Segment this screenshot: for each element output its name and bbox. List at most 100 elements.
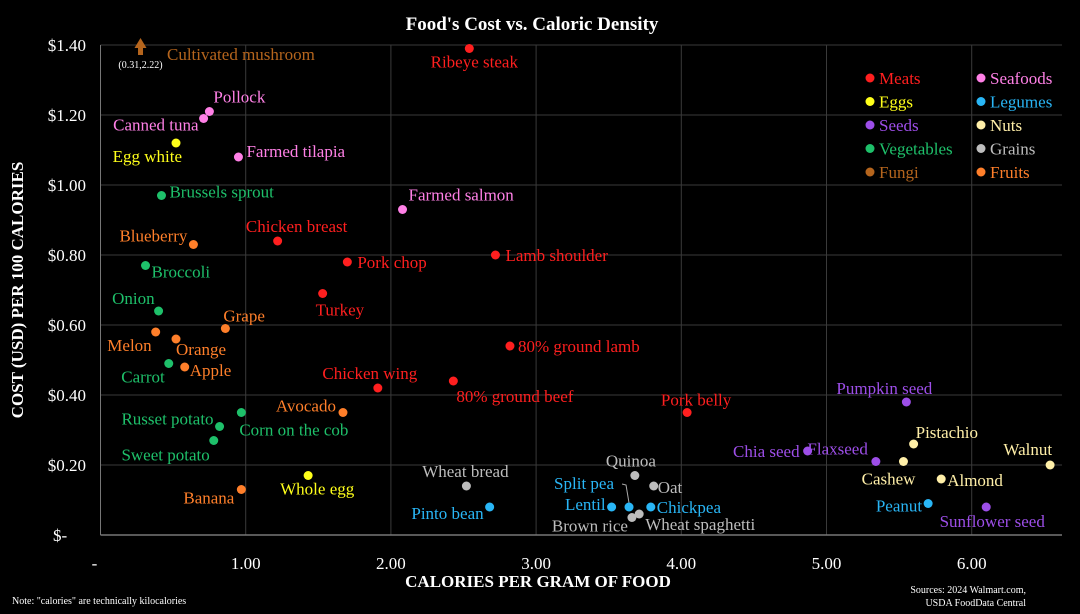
data-label: Lamb shoulder [505,246,608,265]
legend-marker [976,73,986,83]
data-point [338,408,348,417]
legend-marker [976,144,986,153]
data-label: Flaxseed [807,440,868,459]
x-tick-label: 6.00 [957,554,987,573]
leader-line [621,483,630,504]
data-point [204,107,214,116]
offchart-coordinates: (0.31,2.22) [118,60,162,71]
data-point [649,481,659,491]
data-label: Sunflower seed [940,512,1046,531]
data-label: Blueberry [119,227,187,246]
legend-marker [976,120,986,130]
data-point [464,44,474,53]
footnote: Note: "calories" are technically kilocal… [12,596,186,607]
data-label: Brussels sprout [169,183,274,202]
data-point [682,408,692,417]
data-label: Pork chop [357,253,426,272]
legend-marker [865,144,875,153]
data-label: Russet potato [121,410,213,429]
up-arrow-icon [134,38,147,55]
y-tick-label: $0.60 [48,316,86,335]
legend-label: Meats [879,69,921,88]
data-point [180,362,190,372]
data-label: Pistachio [916,423,978,442]
data-label: Broccoli [152,263,211,282]
x-tick-label: 3.00 [521,554,551,573]
data-label: Pumpkin seed [836,379,932,398]
data-label: Wheat spaghetti [645,515,755,534]
data-label: Wheat bread [422,462,509,481]
data-label: Carrot [121,368,165,387]
legend-marker [865,73,875,83]
data-point [646,502,656,512]
legend-marker [865,167,875,177]
data-point [485,502,495,512]
data-label: Split pea [554,474,614,493]
data-point [151,327,161,337]
data-label: Apple [190,361,232,380]
data-point [199,114,209,123]
data-point [936,474,946,484]
data-point [236,485,246,494]
data-label: Sweet potato [121,446,209,465]
legend-label: Nuts [990,116,1022,135]
data-label: Chicken wing [322,364,417,383]
data-label: Almond [947,471,1003,490]
data-point [490,250,500,260]
data-label: Chia seed [733,442,800,461]
sources-line-1: Sources: 2024 Walmart.com, [910,585,1026,596]
sources-line-2: USDA FoodData Central [925,598,1026,609]
legend-marker [976,167,986,177]
data-point [871,457,881,466]
grid [100,44,1062,535]
data-label: Farmed salmon [409,186,515,205]
legend-marker [865,120,875,130]
data-point [803,446,813,456]
data-point [303,471,313,480]
data-point [607,502,617,512]
axes: - 1.00 2.00 3.00 4.00 5.00 6.00 $- $0.20 $0.40 $0.… [48,36,1062,573]
data-point [627,513,637,522]
data-label: Turkey [316,301,365,320]
data-point [236,408,246,417]
data-label: Lentil [565,495,606,514]
y-tick-label: $1.00 [48,176,86,195]
data-point [141,261,151,270]
data-point [901,397,911,407]
data-point [171,138,181,148]
data-label: Walnut [1003,440,1052,459]
data-point [220,324,230,333]
data-point [909,439,919,449]
data-point [1045,460,1055,470]
x-tick-label: 1.00 [231,554,261,573]
data-label: Melon [107,336,152,355]
legend-label: Seafoods [990,69,1052,88]
data-point [898,457,908,466]
data-label: Orange [176,340,226,359]
data-label: Ribeye steak [431,53,519,72]
legend-marker [976,97,986,106]
data-label: Pinto bean [411,504,484,523]
data-point [448,376,458,386]
data-point [342,257,352,267]
data-point [164,359,174,368]
legend-label: Grains [990,140,1035,159]
data-point [398,205,408,214]
x-axis-label: CALORIES PER GRAM OF FOOD [405,572,671,591]
data-label: Banana [183,489,234,508]
data-label: Oat [658,478,683,497]
y-tick-label: $1.40 [48,36,86,55]
y-tick-label: $1.20 [48,106,86,125]
data-label: Cashew [862,470,917,489]
legend-label: Eggs [879,93,913,112]
data-label: Whole egg [280,480,355,499]
data-point [373,383,383,393]
legend-label: Legumes [990,93,1052,112]
y-tick-label: $0.80 [48,246,86,265]
data-point [273,236,283,246]
data-label: Peanut [876,497,923,516]
data-point [624,502,634,512]
data-label: Cultivated mushroom [167,45,315,64]
data-label: Chicken breast [246,217,348,236]
